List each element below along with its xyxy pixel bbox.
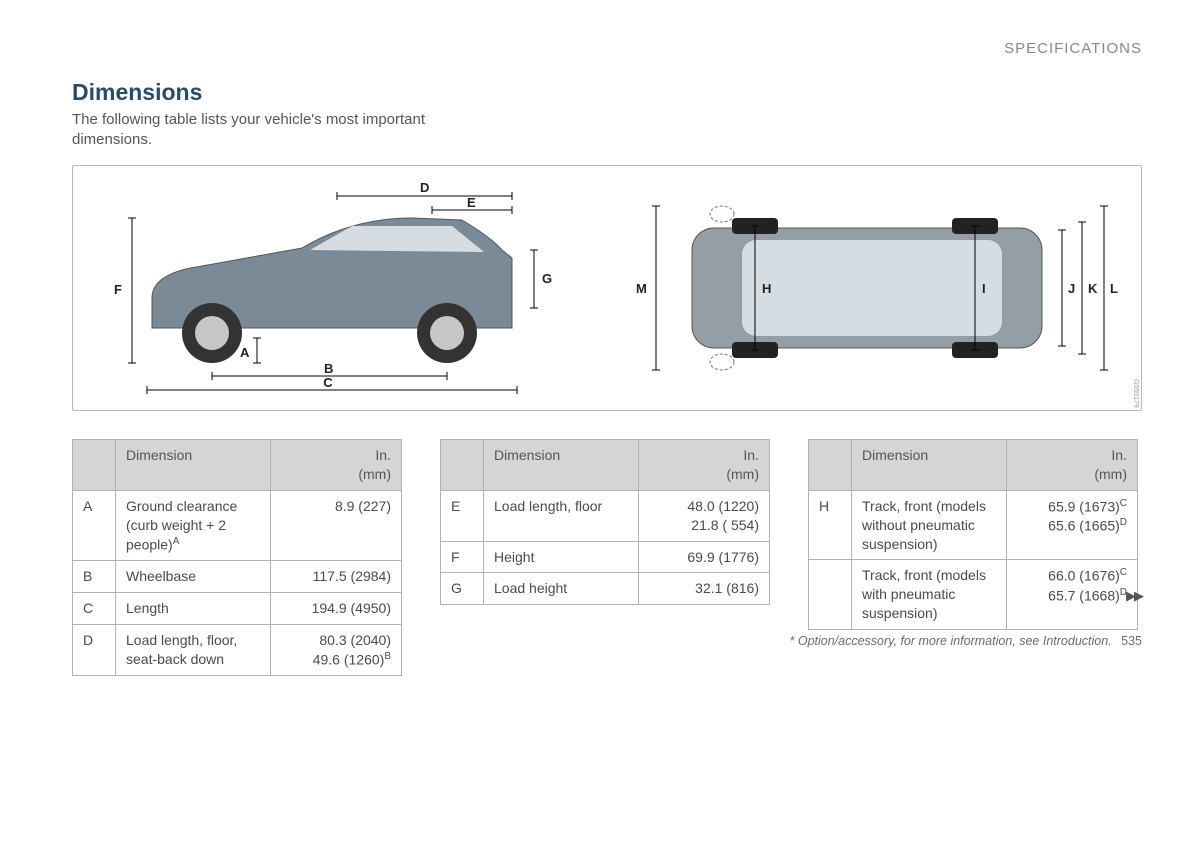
dim-h-label: H xyxy=(762,281,771,296)
dim-e-label: E xyxy=(467,195,476,210)
dim-value: 194.9 (4950) xyxy=(271,593,402,625)
dim-key: F xyxy=(441,541,484,573)
page-number: 535 xyxy=(1121,634,1142,648)
dim-desc: Ground clearance (curb weight + 2 people… xyxy=(116,490,271,560)
dim-key: C xyxy=(73,593,116,625)
dim-m-label: M xyxy=(636,281,647,296)
table-row: FHeight69.9 (1776) xyxy=(441,541,770,573)
top-mirror-l xyxy=(710,206,734,222)
image-reference: G050179 xyxy=(1127,368,1139,408)
dim-key: D xyxy=(73,624,116,675)
table-row: HTrack, front (models without pneumatic … xyxy=(809,490,1138,560)
dim-desc: Wheelbase xyxy=(116,561,271,593)
dim-value: 48.0 (1220)21.8 ( 554) xyxy=(639,490,770,541)
dimensions-table-3: Dimension In.(mm) HTrack, front (models … xyxy=(808,439,1138,630)
dim-key: G xyxy=(441,573,484,605)
dim-c-label: C xyxy=(323,375,333,390)
th-unit: In.(mm) xyxy=(1007,440,1138,491)
table-row: ELoad length, floor48.0 (1220)21.8 ( 554… xyxy=(441,490,770,541)
dimensions-diagram: F A B C D E G xyxy=(72,165,1142,411)
dim-desc: Track, front (models with pneumatic susp… xyxy=(852,560,1007,630)
th-unit: In.(mm) xyxy=(271,440,402,491)
page-subtitle: The following table lists your vehicle's… xyxy=(72,110,472,149)
table-row: GLoad height32.1 (816) xyxy=(441,573,770,605)
dim-value: 32.1 (816) xyxy=(639,573,770,605)
dim-a-label: A xyxy=(240,345,250,360)
th-dimension: Dimension xyxy=(116,440,271,491)
dim-desc: Length xyxy=(116,593,271,625)
dim-key xyxy=(809,560,852,630)
table-row: CLength194.9 (4950) xyxy=(73,593,402,625)
section-header: SPECIFICATIONS xyxy=(72,40,1142,57)
dim-desc: Load length, floor, seat-back down xyxy=(116,624,271,675)
side-rear-rim xyxy=(430,316,464,350)
dim-value: 69.9 (1776) xyxy=(639,541,770,573)
dim-i-label: I xyxy=(982,281,986,296)
side-view-svg: F A B C D E G xyxy=(92,178,562,398)
dim-j-label: J xyxy=(1068,281,1075,296)
table-row: AGround clearance (curb weight + 2 peopl… xyxy=(73,490,402,560)
dim-value: 66.0 (1676)C65.7 (1668)D xyxy=(1007,560,1138,630)
diagram-inner: F A B C D E G xyxy=(79,172,1135,404)
dimensions-table-2: Dimension In.(mm) ELoad length, floor48.… xyxy=(440,439,770,605)
footer-note: * Option/accessory, for more information… xyxy=(790,634,1112,648)
table-row: BWheelbase117.5 (2984) xyxy=(73,561,402,593)
top-view-svg: M H I J K L xyxy=(622,178,1122,398)
dim-b-label: B xyxy=(324,361,333,376)
page-footer: * Option/accessory, for more information… xyxy=(790,634,1142,648)
dim-value: 8.9 (227) xyxy=(271,490,402,560)
table-row: Track, front (models with pneumatic susp… xyxy=(809,560,1138,630)
dim-desc: Load length, floor xyxy=(484,490,639,541)
table-row: DLoad length, floor, seat-back down80.3 … xyxy=(73,624,402,675)
dim-f-label: F xyxy=(114,282,122,297)
dim-value: 117.5 (2984) xyxy=(271,561,402,593)
top-mirror-r xyxy=(710,354,734,370)
th-unit: In.(mm) xyxy=(639,440,770,491)
dim-key: B xyxy=(73,561,116,593)
th-dimension: Dimension xyxy=(484,440,639,491)
dim-key: H xyxy=(809,490,852,560)
dim-k-label: K xyxy=(1088,281,1098,296)
dim-l-label: L xyxy=(1110,281,1118,296)
dim-key: E xyxy=(441,490,484,541)
side-front-rim xyxy=(195,316,229,350)
continued-icon: ▶▶ xyxy=(1126,588,1142,604)
top-roof xyxy=(742,240,1002,336)
dim-value: 65.9 (1673)C65.6 (1665)D xyxy=(1007,490,1138,560)
page-root: SPECIFICATIONS Dimensions The following … xyxy=(0,0,1200,676)
dim-d-label: D xyxy=(420,180,429,195)
dim-key: A xyxy=(73,490,116,560)
dimensions-table-1: Dimension In.(mm) AGround clearance (cur… xyxy=(72,439,402,676)
dim-desc: Track, front (models without pneumatic s… xyxy=(852,490,1007,560)
page-title: Dimensions xyxy=(72,79,1142,106)
dim-g-label: G xyxy=(542,271,552,286)
dim-desc: Load height xyxy=(484,573,639,605)
dim-value: 80.3 (2040)49.6 (1260)B xyxy=(271,624,402,675)
th-dimension: Dimension xyxy=(852,440,1007,491)
dim-desc: Height xyxy=(484,541,639,573)
